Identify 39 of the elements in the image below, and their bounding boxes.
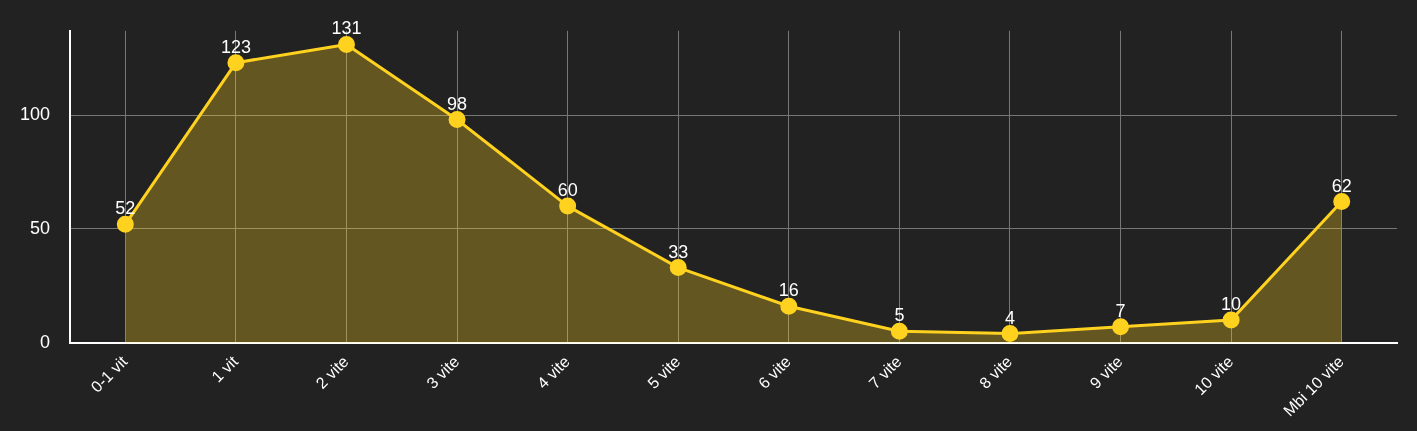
data-label: 60 [557,180,578,201]
x-tick-label: 0-1 vit [87,352,131,396]
data-label: 98 [447,93,468,114]
x-tick-label: Mbi 10 vite [1280,352,1348,420]
data-label: 4 [1004,307,1015,328]
x-tick-label: 7 vite [865,352,905,392]
x-tick-label: 8 vite [976,352,1016,392]
data-label: 7 [1115,300,1126,321]
data-label: 16 [778,280,799,301]
y-tick-label: 100 [19,104,51,125]
point [227,54,245,72]
point [669,259,687,277]
point [1333,193,1351,211]
x-tick-label: 5 vite [644,352,684,392]
point [448,111,466,129]
x-tick-label: 1 vit [208,352,242,386]
point [1001,325,1019,343]
point [780,297,798,315]
point [890,322,908,340]
x-tick-label: 9 vite [1086,352,1126,392]
point [116,215,134,233]
data-label: 131 [331,18,362,39]
y-tick-label: 50 [30,217,51,238]
x-tick-label: 2 vite [312,352,352,392]
data-label: 33 [668,241,689,262]
x-tick-label: 10 vite [1191,352,1237,399]
data-label: 10 [1221,293,1242,314]
x-tick-label: 6 vite [754,352,795,392]
data-label: 123 [220,36,251,57]
point [1222,311,1240,329]
point [337,35,355,53]
x-tick-label: 4 vite [533,352,573,392]
data-label: 52 [115,198,136,219]
data-label: 5 [894,305,905,326]
data-label: 62 [1331,175,1352,196]
x-tick-label: 3 vite [423,352,463,392]
y-tick-label: 0 [40,331,51,352]
point [559,197,577,215]
point [1112,318,1130,336]
